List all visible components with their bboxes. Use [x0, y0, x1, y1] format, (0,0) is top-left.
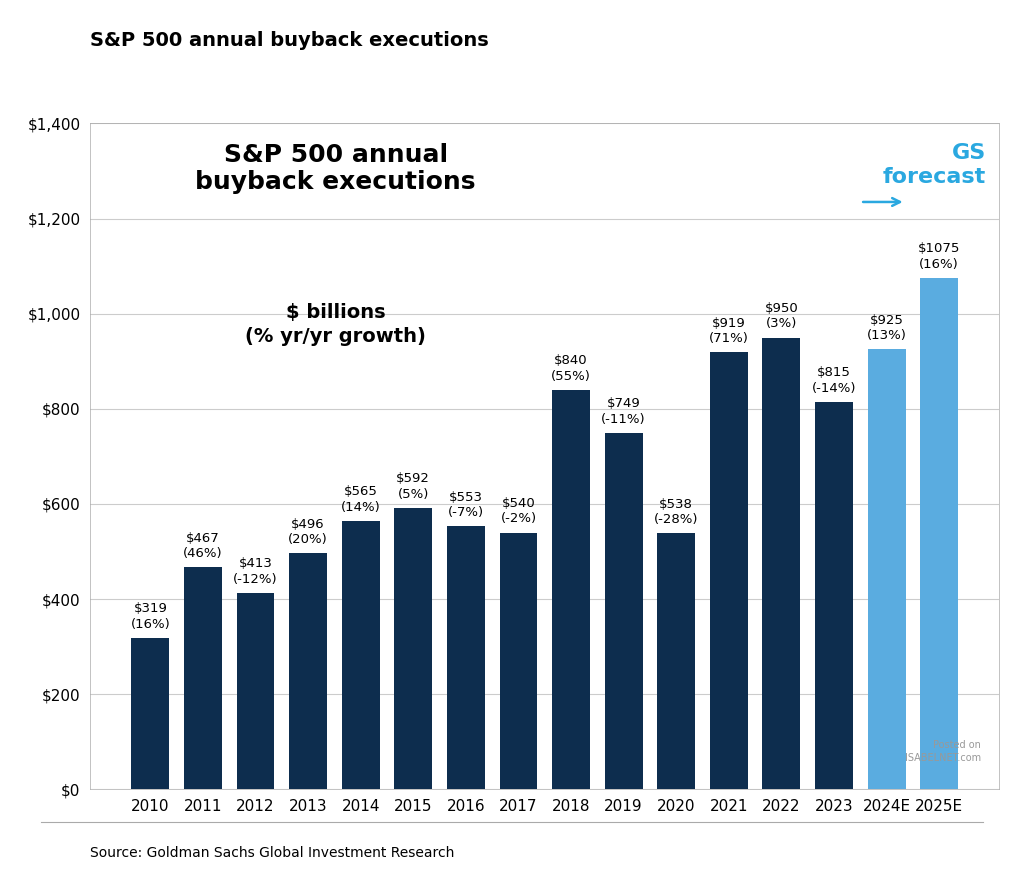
Text: GS
forecast: GS forecast [883, 144, 986, 187]
Text: $840
(55%): $840 (55%) [551, 355, 591, 383]
Bar [657, 534, 695, 789]
Bar [131, 638, 169, 789]
Bar [710, 352, 748, 789]
Text: $467
(46%): $467 (46%) [183, 532, 223, 560]
Text: $ billions
(% yr/yr growth): $ billions (% yr/yr growth) [245, 303, 426, 346]
Text: Source: Goldman Sachs Global Investment Research: Source: Goldman Sachs Global Investment … [90, 846, 455, 860]
Bar [921, 278, 958, 789]
Text: $538
(-28%): $538 (-28%) [654, 497, 698, 527]
Text: $496
(20%): $496 (20%) [289, 518, 328, 546]
Bar [394, 508, 432, 789]
Bar [184, 567, 222, 789]
Text: $413
(-12%): $413 (-12%) [233, 557, 278, 586]
Bar [605, 433, 643, 789]
Text: S&P 500 annual
buyback executions: S&P 500 annual buyback executions [196, 144, 476, 194]
Text: $565
(14%): $565 (14%) [341, 485, 381, 513]
Text: $1075
(16%): $1075 (16%) [918, 243, 961, 271]
Text: $919
(71%): $919 (71%) [709, 317, 749, 345]
Text: $815
(-14%): $815 (-14%) [812, 366, 856, 394]
Bar [500, 533, 538, 789]
Text: $925
(13%): $925 (13%) [866, 314, 906, 342]
Text: $553
(-7%): $553 (-7%) [447, 490, 484, 519]
Text: $319
(16%): $319 (16%) [130, 602, 170, 631]
Bar [289, 554, 327, 789]
Bar [552, 390, 590, 789]
Text: $592
(5%): $592 (5%) [396, 472, 430, 501]
Bar [815, 401, 853, 789]
Bar [446, 527, 484, 789]
Bar [867, 349, 905, 789]
Bar [763, 338, 801, 789]
Text: $749
(-11%): $749 (-11%) [601, 398, 646, 426]
Bar [237, 593, 274, 789]
Text: $950
(3%): $950 (3%) [765, 302, 799, 331]
Text: S&P 500 annual buyback executions: S&P 500 annual buyback executions [90, 31, 488, 50]
Bar [342, 520, 380, 789]
Text: $540
(-2%): $540 (-2%) [501, 497, 537, 526]
Text: Posted on
ISABELNET.com: Posted on ISABELNET.com [905, 740, 981, 763]
